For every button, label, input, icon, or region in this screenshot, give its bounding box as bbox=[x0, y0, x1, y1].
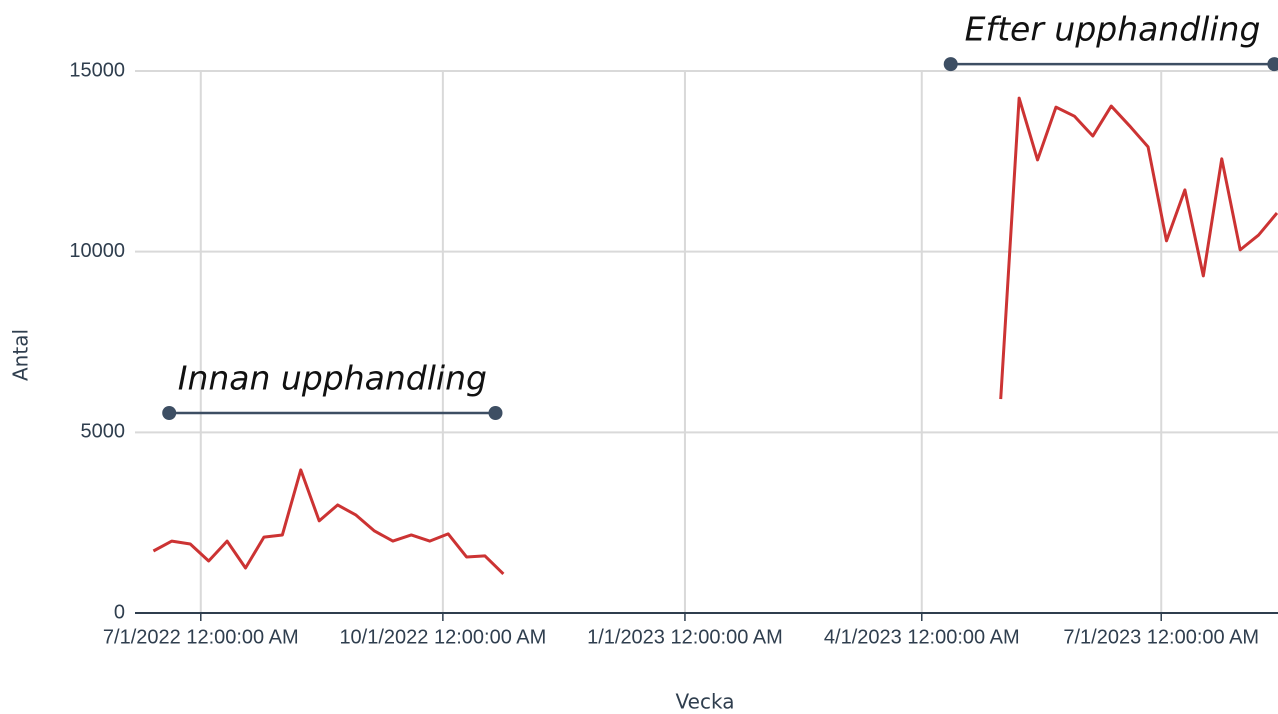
annotation-start bbox=[162, 406, 177, 421]
x-axis-title: Vecka bbox=[676, 690, 735, 714]
y-tick-label: 15000 bbox=[69, 59, 125, 81]
x-tick-label: 4/1/2023 12:00:00 AM bbox=[824, 626, 1020, 648]
x-tick-label: 1/1/2023 12:00:00 AM bbox=[587, 626, 783, 648]
data-line bbox=[152, 96, 1278, 576]
x-tick-label: 7/1/2023 12:00:00 AM bbox=[1063, 626, 1259, 648]
y-axis-title: Antal bbox=[9, 329, 33, 381]
annotation-end bbox=[1267, 57, 1278, 72]
annotation-text: Efter upphandling bbox=[965, 10, 1261, 49]
y-tick-label: 0 bbox=[114, 601, 125, 623]
y-tick-label: 5000 bbox=[81, 421, 126, 443]
annotation-start bbox=[943, 57, 958, 72]
x-tick-label: 10/1/2022 12:00:00 AM bbox=[339, 626, 546, 648]
y-tick-label: 10000 bbox=[69, 240, 125, 262]
annotation-end bbox=[488, 406, 503, 421]
x-tick-label: 7/1/2022 12:00:00 AM bbox=[103, 626, 299, 648]
annotation-text: Innan upphandling bbox=[178, 359, 487, 398]
